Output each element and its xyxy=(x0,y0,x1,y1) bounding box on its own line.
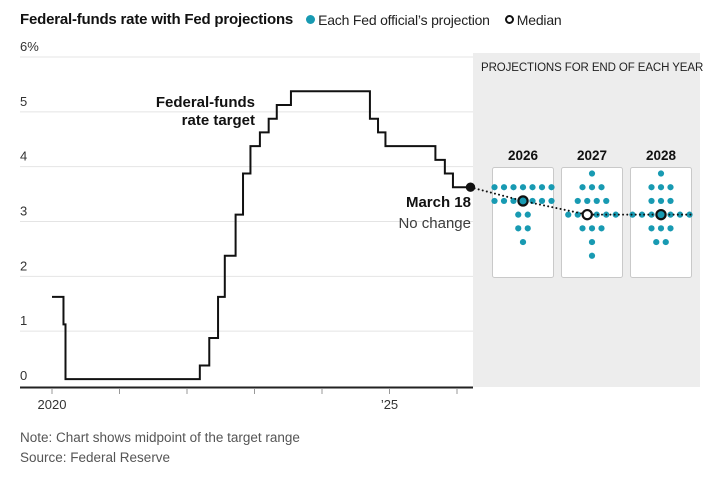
projection-dot xyxy=(519,184,527,191)
projection-dot xyxy=(657,184,665,191)
projection-dot xyxy=(565,211,572,218)
projection-dot xyxy=(676,211,684,218)
projection-dot xyxy=(548,184,555,191)
projection-dot xyxy=(612,211,619,218)
end-marker-dot xyxy=(465,182,476,192)
y-tick-label: 0 xyxy=(20,368,27,383)
y-tick-label: 4 xyxy=(20,149,27,164)
projection-dot xyxy=(588,238,596,246)
projection-box xyxy=(492,167,554,278)
projection-year-2028: 2028 xyxy=(645,148,677,163)
projection-dot xyxy=(524,225,531,232)
projection-dot xyxy=(588,170,596,177)
y-tick-label: 5 xyxy=(20,94,27,109)
projection-dot xyxy=(500,184,508,191)
projection-dot xyxy=(579,225,586,232)
projection-dot xyxy=(667,184,674,191)
projection-dot xyxy=(667,225,674,232)
projection-dot xyxy=(500,197,508,205)
x-tick-label: 2020 xyxy=(38,397,67,412)
projection-dot xyxy=(667,211,674,218)
projection-dot xyxy=(648,184,655,191)
projection-dot xyxy=(657,197,665,205)
series-annotation-line1: Federal-funds xyxy=(155,94,255,111)
series-annotation: Federal-funds rate target xyxy=(156,94,255,130)
end-annotation-date: March 18 xyxy=(405,194,471,211)
y-tick-label: 3 xyxy=(20,204,27,219)
projection-dot xyxy=(598,184,605,191)
fed-funds-step-line xyxy=(52,90,471,381)
projection-dot xyxy=(598,225,605,232)
projection-dot xyxy=(603,197,610,205)
source-text: Source: Federal Reserve xyxy=(20,449,171,465)
projection-dot xyxy=(588,184,596,191)
projection-year-2027: 2027 xyxy=(576,148,608,163)
projection-dot xyxy=(538,184,546,191)
projection-dot xyxy=(657,225,665,232)
page-title: Federal-funds rate with Fed projections xyxy=(20,11,294,28)
chart-footer: Note: Chart shows midpoint of the target… xyxy=(20,428,300,467)
projection-dot xyxy=(515,225,522,232)
projection-dot xyxy=(548,197,555,205)
projection-dot xyxy=(574,211,581,218)
projection-dot xyxy=(638,211,646,218)
legend: Each Fed official’s projection Median xyxy=(306,11,562,28)
end-annotation-status: No change xyxy=(398,215,471,232)
projection-dot xyxy=(629,211,636,218)
x-tick-label: ’25 xyxy=(381,397,398,412)
legend-item-projection: Each Fed official’s projection xyxy=(306,12,490,28)
series-annotation-line2: rate target xyxy=(181,112,255,129)
projection-dot xyxy=(648,225,655,232)
projection-year-2026: 2026 xyxy=(507,148,539,163)
projection-dot xyxy=(588,225,596,232)
legend-label-projection: Each Fed official’s projection xyxy=(318,11,490,28)
projection-dot xyxy=(538,197,546,205)
projections-panel-title: PROJECTIONS FOR END OF EACH YEAR xyxy=(481,62,704,74)
projection-dot xyxy=(648,211,655,218)
projection-dot xyxy=(515,211,522,218)
projection-dot xyxy=(657,170,665,177)
chart-header: Federal-funds rate with Fed projections … xyxy=(20,11,562,28)
legend-label-median: Median xyxy=(516,11,562,28)
end-annotation: March 18 No change xyxy=(398,192,471,234)
projection-box xyxy=(630,167,692,278)
projection-dot xyxy=(510,184,517,191)
projection-dot xyxy=(653,238,660,246)
projection-dot xyxy=(662,238,669,246)
projection-dot xyxy=(584,197,591,205)
median-circle xyxy=(581,208,593,221)
note-text: Note: Chart shows midpoint of the target… xyxy=(20,430,300,445)
projection-box xyxy=(561,167,623,278)
projection-dot xyxy=(519,238,527,246)
projection-dot xyxy=(648,197,655,205)
projection-dot xyxy=(667,197,674,205)
projection-dot xyxy=(529,184,536,191)
y-tick-label: 6% xyxy=(20,39,39,54)
projection-dot xyxy=(524,211,531,218)
projection-dot xyxy=(593,211,600,218)
projection-dot xyxy=(588,252,596,259)
projection-dot xyxy=(579,184,586,191)
median-circle xyxy=(655,208,667,221)
teal-dot-icon xyxy=(306,15,316,24)
legend-item-median: Median xyxy=(504,11,562,28)
projection-dot xyxy=(593,197,600,205)
open-circle-icon xyxy=(504,15,514,24)
y-tick-label: 2 xyxy=(20,258,27,273)
projection-dot xyxy=(491,197,498,205)
projection-dot xyxy=(491,184,498,191)
median-circle xyxy=(517,195,529,207)
y-tick-label: 1 xyxy=(20,313,27,328)
projection-dot xyxy=(574,197,581,205)
